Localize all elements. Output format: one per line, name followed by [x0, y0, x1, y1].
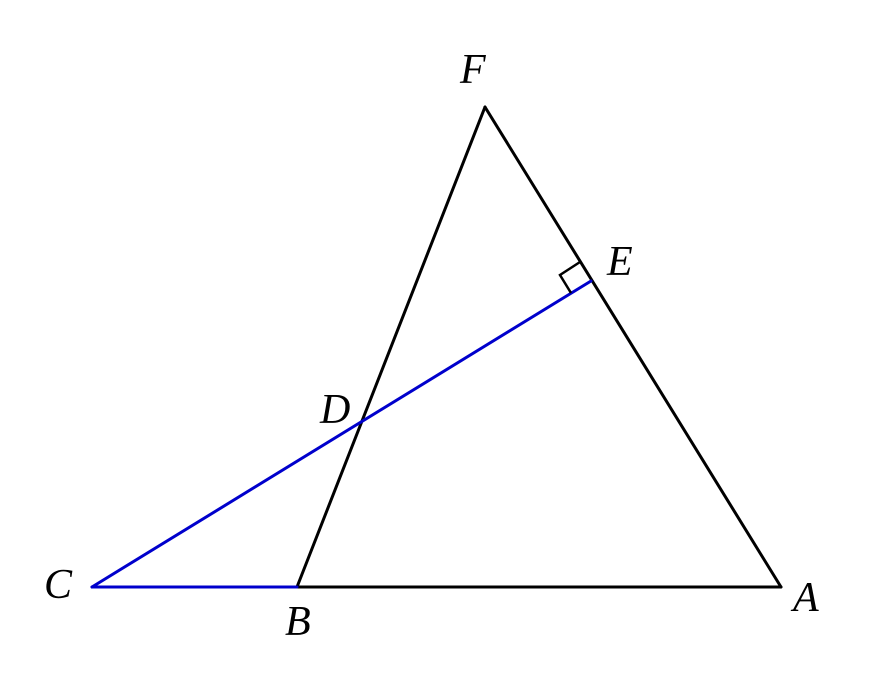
right-angle-marker	[558, 260, 581, 294]
label-b: B	[285, 599, 311, 645]
segment-ce	[90, 279, 593, 589]
segment-fb	[295, 105, 487, 589]
segment-af	[483, 105, 783, 589]
label-a: A	[790, 575, 819, 621]
label-f: F	[459, 47, 486, 93]
label-e: E	[606, 239, 633, 285]
label-c: C	[44, 562, 73, 608]
label-d: D	[319, 387, 350, 433]
